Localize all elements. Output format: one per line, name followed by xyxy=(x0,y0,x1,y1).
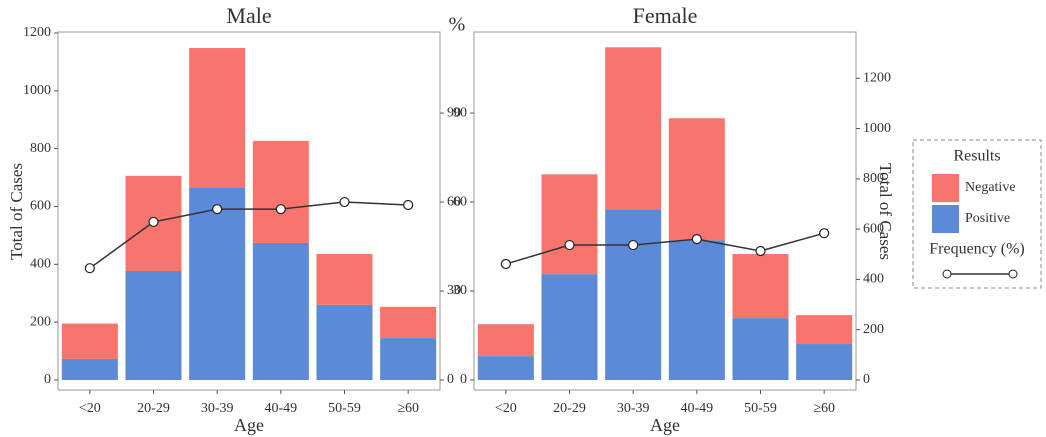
x-tick-label: 30-39 xyxy=(617,401,650,416)
y2-tick-label: 90 xyxy=(453,105,467,120)
bar-segment xyxy=(252,242,309,380)
y-axis-label: Total of Cases xyxy=(876,163,895,260)
y2-tick-label: 0 xyxy=(447,372,454,387)
legend-label: Frequency (%) xyxy=(929,241,1025,258)
x-tick-label: 40-49 xyxy=(680,401,713,416)
frequency-point xyxy=(564,239,575,251)
y-tick-label: 200 xyxy=(30,314,51,329)
frequency-line xyxy=(89,201,409,269)
bar-segment xyxy=(252,140,309,243)
x-tick-label: ≥60 xyxy=(813,401,835,416)
bar-segment xyxy=(61,323,118,359)
x-tick-label: 30-39 xyxy=(201,401,234,416)
bar-segment xyxy=(380,306,437,339)
x-tick-label: 40-49 xyxy=(264,401,297,416)
x-tick-label: 20-29 xyxy=(137,401,170,416)
chart-title: Male xyxy=(226,3,271,28)
x-axis-label: Age xyxy=(650,415,680,435)
plot-frame xyxy=(57,31,441,391)
x-axis-label: Age xyxy=(234,415,264,435)
bar-segment xyxy=(796,315,853,345)
y-tick-label: 0 xyxy=(863,372,870,387)
bar-segment xyxy=(125,270,182,380)
legend-point xyxy=(942,269,952,279)
bar-segment xyxy=(541,174,598,275)
bar-segment xyxy=(189,187,246,380)
y-tick-label: 200 xyxy=(863,322,884,337)
y2-tick-label: 30 xyxy=(453,283,467,298)
bar-segment xyxy=(732,318,789,380)
y-tick-label: 400 xyxy=(30,257,51,272)
y-tick-label: 1200 xyxy=(23,25,51,40)
plot-frame xyxy=(473,31,857,391)
frequency-point xyxy=(275,204,286,215)
y-tick-label: 600 xyxy=(30,199,51,214)
y-tick-label: 1200 xyxy=(863,70,891,85)
bar-segment xyxy=(189,48,246,188)
x-tick-label: 20-29 xyxy=(553,401,586,416)
chart-title: Female xyxy=(633,3,698,28)
y-axis-label: Total of Cases xyxy=(7,163,26,260)
x-tick-label: ≥60 xyxy=(397,401,419,416)
x-tick-label: 50-59 xyxy=(328,401,361,416)
y2-axis-label: % xyxy=(449,14,466,36)
bar-segment xyxy=(316,253,373,305)
x-tick-label: <20 xyxy=(79,401,101,416)
x-tick-label: 50-59 xyxy=(744,401,777,416)
frequency-point xyxy=(403,199,414,211)
frequency-line xyxy=(505,232,825,265)
legend-label: Negative xyxy=(965,180,1016,195)
legend-swatch xyxy=(932,174,959,202)
frequency-point xyxy=(148,216,159,228)
bar-segment xyxy=(668,118,725,241)
frequency-point xyxy=(691,234,702,245)
bar-segment xyxy=(541,274,598,380)
y2-tick-label: 0 xyxy=(460,372,467,387)
frequency-point xyxy=(628,239,639,251)
frequency-point xyxy=(755,245,766,257)
y-tick-label: 600 xyxy=(863,221,884,236)
bar-segment xyxy=(477,324,534,357)
legend-title: Results xyxy=(953,148,1000,165)
frequency-point xyxy=(819,228,830,239)
bar-segment xyxy=(668,240,725,380)
y-tick-label: 0 xyxy=(44,372,51,387)
y2-tick-label: 60 xyxy=(447,194,461,209)
legend-point xyxy=(1008,269,1018,279)
y-tick-label: 400 xyxy=(863,272,884,287)
bar-segment xyxy=(605,47,662,210)
frequency-point xyxy=(500,258,511,270)
y-tick-label: 800 xyxy=(30,141,51,156)
bar-segment xyxy=(316,304,373,380)
bar-segment xyxy=(796,344,853,380)
y2-tick-label: 60 xyxy=(453,194,467,209)
legend-swatch xyxy=(932,205,959,233)
frequency-point xyxy=(212,204,223,215)
bar-segment xyxy=(61,358,118,380)
frequency-point xyxy=(84,263,95,274)
legend-label: Positive xyxy=(965,211,1010,226)
bar-segment xyxy=(605,209,662,380)
bar-segment xyxy=(380,338,437,380)
y2-tick-label: 30 xyxy=(447,283,461,298)
x-tick-label: <20 xyxy=(495,401,517,416)
y2-tick-label: 90 xyxy=(447,105,461,120)
y-tick-label: 1000 xyxy=(863,121,891,136)
bar-segment xyxy=(477,356,534,380)
bar-segment xyxy=(732,254,789,319)
frequency-point xyxy=(339,196,350,208)
y-tick-label: 800 xyxy=(863,171,884,186)
y-tick-label: 1000 xyxy=(23,83,51,98)
